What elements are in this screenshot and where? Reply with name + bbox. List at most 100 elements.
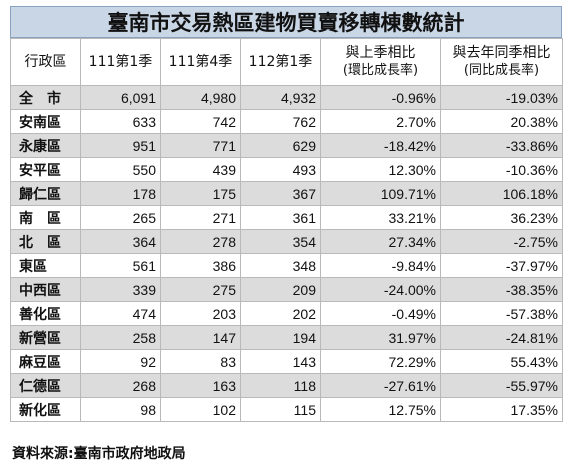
- district-cell: 新營區: [10, 325, 81, 350]
- q1-111-cell: 92: [80, 349, 161, 374]
- q4-111-cell: 275: [160, 277, 241, 302]
- q1-112-cell: 762: [240, 109, 321, 134]
- q1-112-cell: 354: [240, 229, 321, 254]
- yoy-cell: 36.23%: [440, 205, 563, 230]
- qoq-cell: 33.21%: [320, 205, 441, 230]
- q1-112-cell: 4,932: [240, 85, 321, 110]
- qoq-cell: 31.97%: [320, 325, 441, 350]
- table-row: 麻豆區 92 83 143 72.29% 55.43%: [10, 349, 563, 374]
- q1-112-cell: 629: [240, 133, 321, 158]
- q1-112-cell: 115: [240, 397, 321, 422]
- qoq-cell: 72.29%: [320, 349, 441, 374]
- yoy-cell: -57.38%: [440, 301, 563, 326]
- q1-111-cell: 633: [80, 109, 161, 134]
- q1-112-cell: 194: [240, 325, 321, 350]
- table-row: 安南區 633 742 762 2.70% 20.38%: [10, 109, 563, 134]
- qoq-cell: 27.34%: [320, 229, 441, 254]
- q1-112-cell: 143: [240, 349, 321, 374]
- table-row: 中西區 339 275 209 -24.00% -38.35%: [10, 277, 563, 302]
- qoq-cell: -9.84%: [320, 253, 441, 278]
- q1-112-cell: 118: [240, 373, 321, 398]
- q1-111-cell: 6,091: [80, 85, 161, 110]
- header-q1-111: 111第1季: [80, 38, 161, 86]
- table-row: 南 區 265 271 361 33.21% 36.23%: [10, 205, 563, 230]
- yoy-cell: -19.03%: [440, 85, 563, 110]
- district-cell: 中西區: [10, 277, 81, 302]
- yoy-cell: 55.43%: [440, 349, 563, 374]
- yoy-cell: -55.97%: [440, 373, 563, 398]
- header-row: 行政區 111第1季 111第4季 112第1季 與上季相比 (環比成長率) 與…: [10, 38, 563, 86]
- header-yoy-line1: 與去年同季相比: [452, 45, 551, 61]
- q4-111-cell: 771: [160, 133, 241, 158]
- district-cell: 歸仁區: [10, 181, 81, 206]
- table-row: 新營區 258 147 194 31.97% -24.81%: [10, 325, 563, 350]
- qoq-cell: -0.96%: [320, 85, 441, 110]
- q4-111-cell: 203: [160, 301, 241, 326]
- district-cell: 安平區: [10, 157, 81, 182]
- table-row: 新化區 98 102 115 12.75% 17.35%: [10, 397, 563, 422]
- yoy-cell: -2.75%: [440, 229, 563, 254]
- header-q4-111: 111第4季: [160, 38, 241, 86]
- table-row: 善化區 474 203 202 -0.49% -57.38%: [10, 301, 563, 326]
- table-row: 安平區 550 439 493 12.30% -10.36%: [10, 157, 563, 182]
- qoq-cell: -18.42%: [320, 133, 441, 158]
- table-title: 臺南市交易熱區建物買賣移轉棟數統計: [10, 6, 562, 38]
- qoq-cell: 2.70%: [320, 109, 441, 134]
- qoq-cell: -24.00%: [320, 277, 441, 302]
- district-cell: 仁德區: [10, 373, 81, 398]
- table-row: 永康區 951 771 629 -18.42% -33.86%: [10, 133, 563, 158]
- source-note: 資料來源:臺南市政府地政局: [12, 446, 186, 462]
- q4-111-cell: 102: [160, 397, 241, 422]
- yoy-cell: -37.97%: [440, 253, 563, 278]
- header-yoy-line2: (同比成長率): [463, 63, 540, 78]
- header-qoq-line2: (環比成長率): [342, 63, 419, 78]
- q1-111-cell: 951: [80, 133, 161, 158]
- qoq-cell: -0.49%: [320, 301, 441, 326]
- qoq-cell: 12.75%: [320, 397, 441, 422]
- yoy-cell: -24.81%: [440, 325, 563, 350]
- q1-111-cell: 561: [80, 253, 161, 278]
- district-cell: 南 區: [10, 205, 81, 230]
- q1-112-cell: 209: [240, 277, 321, 302]
- q1-112-cell: 202: [240, 301, 321, 326]
- qoq-cell: -27.61%: [320, 373, 441, 398]
- yoy-cell: 20.38%: [440, 109, 563, 134]
- q1-112-cell: 493: [240, 157, 321, 182]
- qoq-cell: 109.71%: [320, 181, 441, 206]
- header-q1-112: 112第1季: [240, 38, 321, 86]
- district-cell: 北 區: [10, 229, 81, 254]
- yoy-cell: -38.35%: [440, 277, 563, 302]
- q1-111-cell: 178: [80, 181, 161, 206]
- q1-111-cell: 364: [80, 229, 161, 254]
- q1-111-cell: 550: [80, 157, 161, 182]
- q4-111-cell: 439: [160, 157, 241, 182]
- q4-111-cell: 83: [160, 349, 241, 374]
- q4-111-cell: 386: [160, 253, 241, 278]
- table-row: 歸仁區 178 175 367 109.71% 106.18%: [10, 181, 563, 206]
- q1-112-cell: 361: [240, 205, 321, 230]
- q1-111-cell: 265: [80, 205, 161, 230]
- q4-111-cell: 163: [160, 373, 241, 398]
- qoq-cell: 12.30%: [320, 157, 441, 182]
- yoy-cell: -10.36%: [440, 157, 563, 182]
- district-cell: 新化區: [10, 397, 81, 422]
- yoy-cell: -33.86%: [440, 133, 563, 158]
- q4-111-cell: 147: [160, 325, 241, 350]
- district-cell: 善化區: [10, 301, 81, 326]
- transfer-stats-table: 行政區 111第1季 111第4季 112第1季 與上季相比 (環比成長率) 與…: [10, 38, 563, 422]
- q1-111-cell: 339: [80, 277, 161, 302]
- q1-111-cell: 474: [80, 301, 161, 326]
- table-row: 仁德區 268 163 118 -27.61% -55.97%: [10, 373, 563, 398]
- district-cell: 東區: [10, 253, 81, 278]
- q4-111-cell: 742: [160, 109, 241, 134]
- q1-111-cell: 268: [80, 373, 161, 398]
- q1-112-cell: 367: [240, 181, 321, 206]
- q4-111-cell: 4,980: [160, 85, 241, 110]
- table-body: 全 市 6,091 4,980 4,932 -0.96% -19.03% 安南區 633 742…: [10, 85, 563, 422]
- district-cell: 全 市: [10, 85, 81, 110]
- q4-111-cell: 271: [160, 205, 241, 230]
- q1-111-cell: 98: [80, 397, 161, 422]
- district-cell: 安南區: [10, 109, 81, 134]
- q4-111-cell: 278: [160, 229, 241, 254]
- q1-112-cell: 348: [240, 253, 321, 278]
